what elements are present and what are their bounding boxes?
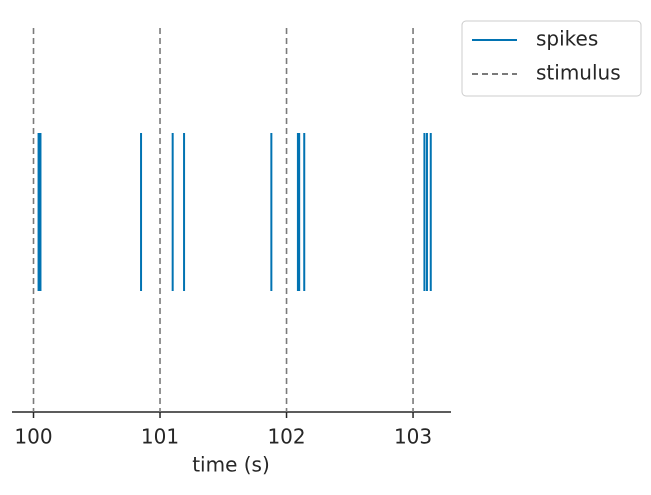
x-tick-label: 102	[267, 425, 305, 449]
legend-label: spikes	[536, 27, 598, 51]
x-tick-label: 100	[14, 425, 52, 449]
legend-label: stimulus	[536, 61, 621, 85]
x-tick-label: 103	[394, 425, 432, 449]
x-axis-label: time (s)	[192, 453, 270, 477]
x-tick-label: 101	[141, 425, 179, 449]
